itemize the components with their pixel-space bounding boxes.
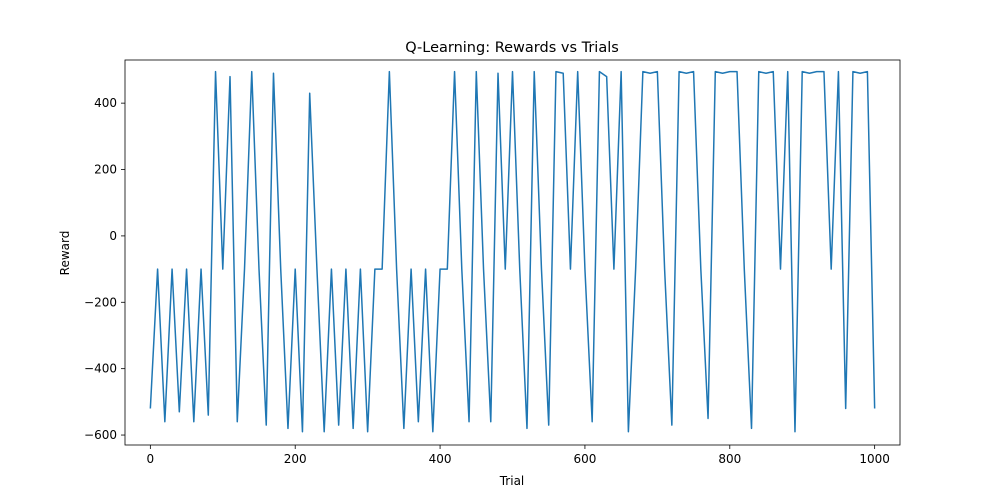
x-tick-label: 0 xyxy=(147,452,155,466)
x-axis-ticks: 0 200 400 600 800 1000 xyxy=(147,445,890,466)
y-tick-label: −200 xyxy=(84,295,117,309)
y-tick-label: −600 xyxy=(84,428,117,442)
y-tick-label: 0 xyxy=(109,229,117,243)
x-tick-label: 600 xyxy=(573,452,596,466)
plot-frame xyxy=(124,59,901,446)
y-tick-label: 200 xyxy=(94,163,117,177)
x-tick-label: 800 xyxy=(718,452,741,466)
x-tick-label: 400 xyxy=(429,452,452,466)
x-axis-label: Trial xyxy=(499,474,525,488)
series-line-rewards xyxy=(149,70,876,433)
y-axis-ticks: −600 −400 −200 0 200 400 xyxy=(84,96,125,442)
y-tick-label: 400 xyxy=(94,96,117,110)
y-axis-label: Reward xyxy=(58,231,72,276)
x-tick-label: 1000 xyxy=(859,452,890,466)
y-tick-label: −400 xyxy=(84,362,117,376)
chart-title: Q-Learning: Rewards vs Trials xyxy=(405,40,619,56)
x-tick-label: 200 xyxy=(284,452,307,466)
plot-area xyxy=(149,70,876,433)
